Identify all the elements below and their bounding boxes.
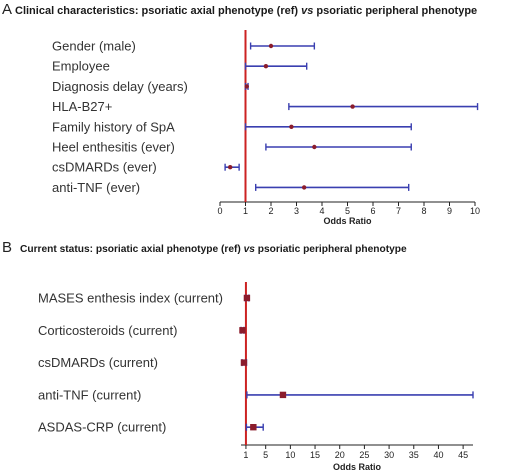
- x-tick-label-b-2: 10: [285, 450, 295, 460]
- point-estimate-b-3: [279, 391, 287, 399]
- x-tick-label-a-5: 5: [345, 206, 350, 216]
- x-tick-label-a-2: 2: [268, 206, 273, 216]
- point-estimate-a-1: [263, 63, 269, 69]
- x-tick-label-b-1: 5: [263, 450, 268, 460]
- x-tick-label-b-4: 20: [335, 450, 345, 460]
- point-estimate-a-6: [228, 165, 233, 170]
- point-estimate-a-4: [289, 124, 294, 129]
- row-label-a-6: csDMARDs (ever): [52, 160, 157, 175]
- row-label-b-2: csDMARDs (current): [38, 355, 158, 370]
- x-tick-label-b-8: 40: [433, 450, 443, 460]
- x-tick-label-b-7: 35: [409, 450, 419, 460]
- point-estimate-b-2: [240, 359, 248, 366]
- row-label-b-0: MASES enthesis index (current): [38, 291, 223, 306]
- panel-a-label: A: [2, 1, 12, 18]
- x-tick-label-a-3: 3: [294, 206, 299, 216]
- point-estimate-a-0: [268, 43, 274, 49]
- x-tick-label-b-0: 1: [243, 450, 248, 460]
- x-tick-label-a-9: 9: [447, 206, 452, 216]
- row-label-a-0: Gender (male): [52, 39, 136, 54]
- row-label-a-5: Heel enthesitis (ever): [52, 140, 175, 155]
- x-tick-label-a-7: 7: [396, 206, 401, 216]
- point-estimate-b-0: [243, 294, 251, 302]
- x-tick-label-b-3: 15: [310, 450, 320, 460]
- x-tick-label-b-9: 45: [458, 450, 468, 460]
- x-axis-title-a: Odds Ratio: [323, 216, 372, 226]
- x-tick-label-b-5: 25: [359, 450, 369, 460]
- row-label-b-1: Corticosteroids (current): [38, 323, 177, 338]
- x-tick-label-a-1: 1: [243, 206, 248, 216]
- panel-b-title: Current status: psoriatic axial phenotyp…: [20, 244, 407, 255]
- forest-panel-a: 0 1 2 3 4 5 6 7 8 9 10 Odds Ratio Gender (male) Emplo…: [52, 30, 480, 226]
- x-tick-label-a-4: 4: [319, 206, 324, 216]
- x-tick-label-a-10: 10: [470, 206, 480, 216]
- row-label-b-4: ASDAS-CRP (current): [38, 420, 166, 435]
- row-label-a-7: anti-TNF (ever): [52, 180, 140, 195]
- x-tick-label-a-6: 6: [370, 206, 375, 216]
- row-label-a-4: Family history of SpA: [52, 119, 175, 134]
- point-estimate-a-5: [312, 144, 317, 150]
- point-estimate-a-7: [301, 185, 307, 190]
- point-estimate-b-4: [250, 424, 257, 431]
- x-tick-label-b-6: 30: [384, 450, 394, 460]
- panel-a-title: Clinical characteristics: psoriatic axia…: [15, 5, 477, 17]
- row-label-a-3: HLA-B27+: [52, 99, 112, 114]
- row-label-b-3: anti-TNF (current): [38, 387, 141, 402]
- row-label-a-1: Employee: [52, 59, 110, 74]
- point-estimate-a-3: [350, 104, 355, 109]
- x-axis-title-b: Odds Ratio: [333, 462, 382, 472]
- panel-b-label: B: [2, 239, 12, 256]
- x-tick-label-a-8: 8: [421, 206, 426, 216]
- x-tick-label-a-0: 0: [217, 206, 222, 216]
- point-estimate-b-1: [239, 327, 246, 334]
- row-label-a-2: Diagnosis delay (years): [52, 79, 188, 94]
- point-estimate-a-2: [244, 84, 249, 89]
